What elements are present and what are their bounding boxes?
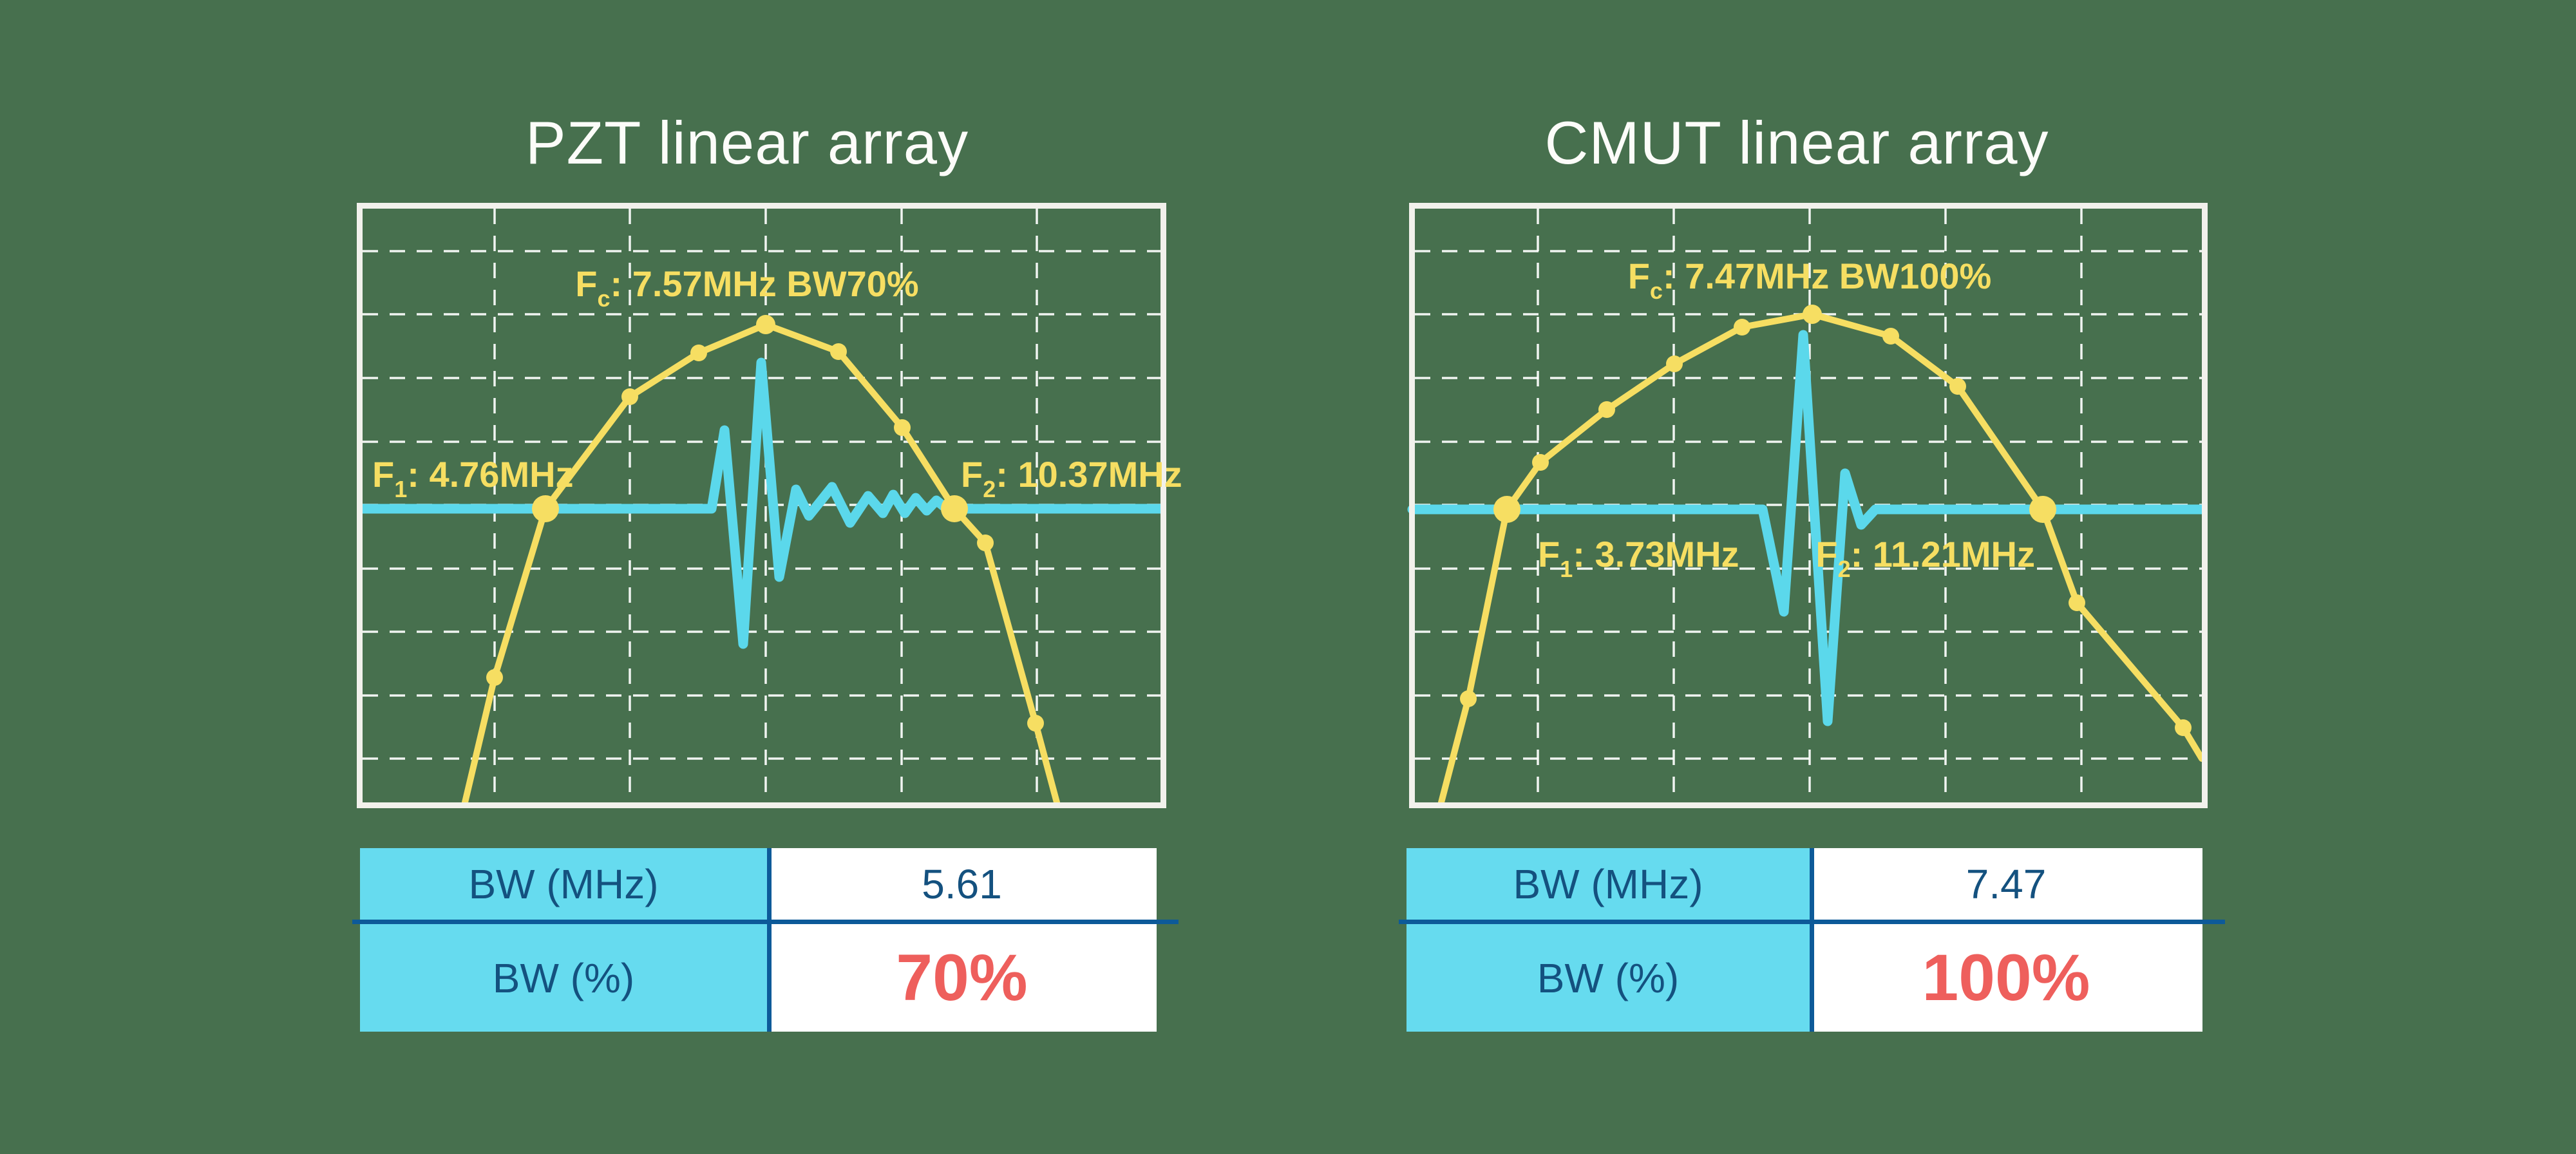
pzt-chart-frame — [357, 203, 1166, 808]
bw-pct-label-cell: BW (%) — [360, 924, 767, 1032]
bw-mhz-label-cell: BW (MHz) — [360, 848, 767, 920]
cmut-f2-label: F2: 11.21MHz — [1815, 534, 2035, 582]
bw-mhz-label-cell: BW (MHz) — [1406, 848, 1810, 920]
cmut-bw-table: BW (MHz) 7.47 BW (%) 100% — [1399, 848, 2225, 1032]
table-row-divider — [1399, 920, 2225, 924]
cmut-f1-label: F1: 3.73MHz — [1538, 534, 1739, 582]
curve-marker — [1666, 355, 1683, 372]
pzt-panel-title: PZT linear array — [525, 109, 969, 176]
table-column-divider — [767, 848, 772, 1032]
curve-marker — [1460, 690, 1477, 707]
curve-marker — [690, 345, 707, 361]
curve-marker — [621, 388, 638, 405]
cmut-pulse-waveform — [1407, 330, 2207, 726]
bw-pct-value-cell: 70% — [767, 924, 1157, 1032]
curve-marker — [2069, 594, 2085, 611]
bw-pct-value-cell: 100% — [1810, 924, 2202, 1032]
cmut-panel-title: CMUT linear array — [1544, 109, 2049, 176]
curve-marker — [486, 669, 503, 686]
bw-pct-label-cell: BW (%) — [1406, 924, 1810, 1032]
curve-marker — [830, 343, 847, 360]
peak-marker — [1803, 305, 1822, 324]
table-row: BW (MHz) 7.47 — [1406, 848, 2207, 920]
table-row: BW (%) 100% — [1406, 924, 2207, 1032]
pzt-pulse-waveform — [357, 357, 1166, 649]
table-row-divider — [352, 920, 1179, 924]
bandwidth-edge-marker — [1493, 496, 1520, 523]
bandwidth-edge-marker — [2029, 496, 2056, 523]
bandwidth-edge-marker — [941, 495, 968, 522]
cmut-fc-label: Fc: 7.47MHz BW100% — [1628, 256, 1992, 304]
bw-mhz-value-cell: 5.61 — [767, 848, 1157, 920]
curve-marker — [1734, 319, 1750, 336]
table-row: BW (MHz) 5.61 — [360, 848, 1161, 920]
curve-marker — [1882, 328, 1899, 345]
pzt-fc-label: Fc: 7.57MHz BW70% — [575, 263, 918, 312]
curve-marker — [977, 534, 994, 551]
table-column-divider — [1810, 848, 1814, 1032]
table-row: BW (%) 70% — [360, 924, 1161, 1032]
curve-marker — [894, 419, 911, 436]
cmut-chart-frame — [1409, 203, 2208, 808]
curve-marker — [1532, 454, 1549, 471]
bw-mhz-value-cell: 7.47 — [1810, 848, 2202, 920]
curve-marker — [1598, 401, 1615, 418]
curve-marker — [2175, 719, 2192, 736]
peak-marker — [756, 315, 775, 334]
curve-marker — [1027, 715, 1044, 732]
pzt-spectrum-curve — [462, 321, 1060, 806]
pzt-f1-label: F1: 4.76MHz — [372, 454, 574, 502]
pzt-bw-table: BW (MHz) 5.61 BW (%) 70% — [352, 848, 1179, 1032]
pzt-f2-label: F2: 10.37MHz — [961, 454, 1182, 502]
bandwidth-edge-marker — [532, 495, 559, 522]
curve-marker — [1949, 378, 1966, 395]
